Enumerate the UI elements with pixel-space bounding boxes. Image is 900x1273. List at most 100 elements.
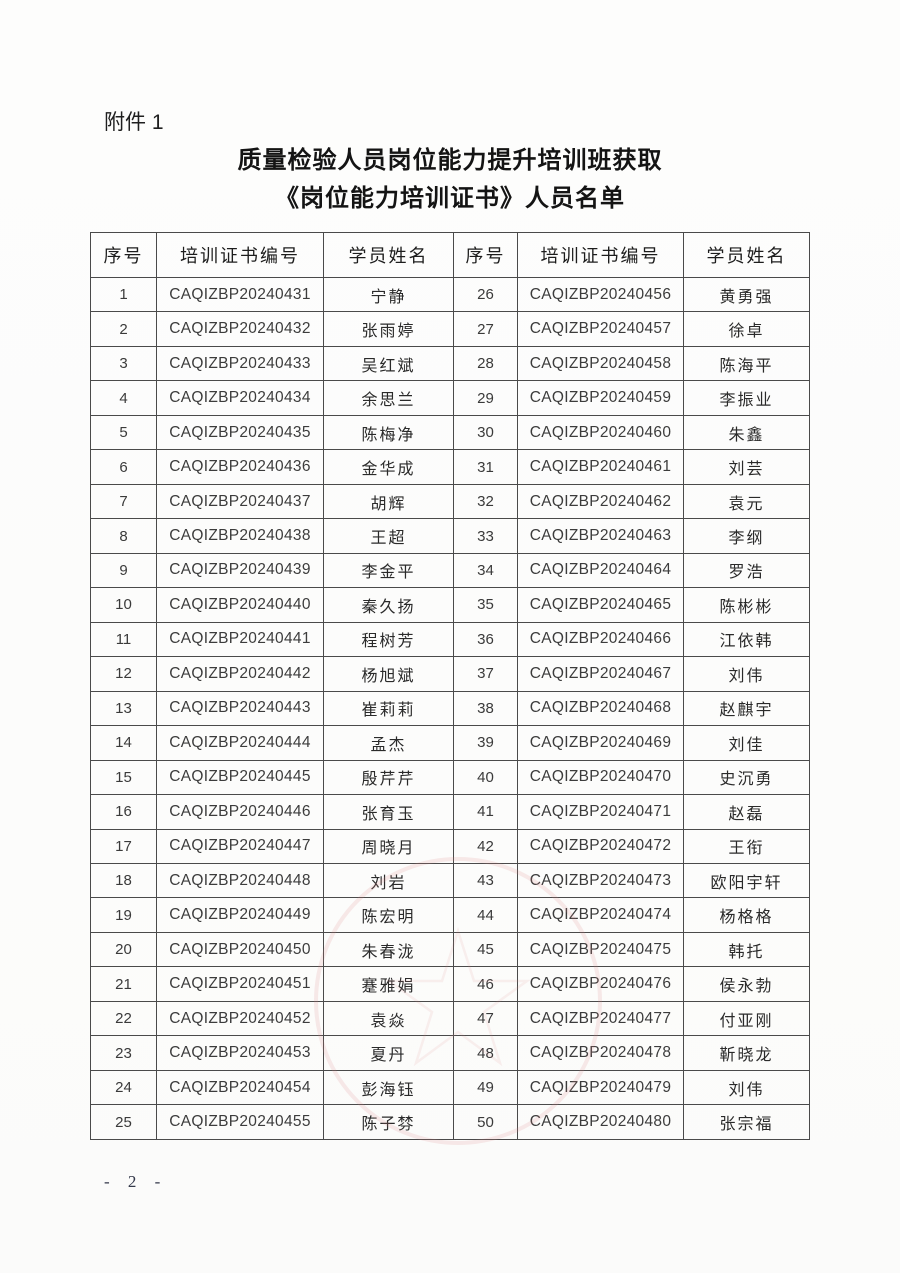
seq-cell-right: 47 [453,1000,518,1037]
cert-cell-right: CAQIZBP20240475 [517,931,684,968]
table-row: 4 CAQIZBP20240434 余思兰 29 CAQIZBP20240459 李振业 [90,380,810,416]
table-row: 8 CAQIZBP20240438 王超 33 CAQIZBP20240463 李纲 [90,518,810,554]
seq-cell-right: 49 [453,1069,518,1106]
name-cell-right: 罗浩 [683,552,810,589]
seq-cell-left: 20 [90,931,157,968]
name-cell-left: 金华成 [323,449,454,485]
name-cell-left: 蹇雅娟 [323,966,454,1002]
cert-cell-left: CAQIZBP20240448 [156,862,324,899]
name-cell-right: 刘伟 [683,1069,810,1106]
seq-cell-left: 14 [90,725,157,761]
cert-cell-right: CAQIZBP20240476 [517,966,684,1002]
name-cell-right: 杨格格 [683,897,810,933]
name-cell-right: 朱鑫 [683,414,810,451]
name-cell-right: 袁元 [683,483,810,520]
name-cell-right: 欧阳宇轩 [683,862,810,899]
cert-cell-left: CAQIZBP20240443 [156,690,324,727]
cert-cell-left: CAQIZBP20240444 [156,725,324,761]
table-row: 6 CAQIZBP20240436 金华成 31 CAQIZBP20240461 刘芸 [90,449,810,485]
seq-cell-left: 19 [90,897,157,933]
seq-cell-left: 24 [90,1069,157,1106]
table-row: 23 CAQIZBP20240453 夏丹 48 CAQIZBP20240478 靳晓龙 [90,1035,810,1071]
cert-cell-right: CAQIZBP20240467 [517,656,684,692]
name-cell-left: 吴红斌 [323,345,454,382]
document-title-line1: 质量检验人员岗位能力提升培训班获取 [237,147,663,174]
seq-cell-left: 2 [90,311,157,347]
seq-cell-right: 45 [453,931,518,968]
seq-cell-right: 44 [453,897,518,933]
name-cell-left: 殷芹芹 [323,759,454,796]
table-row: 24 CAQIZBP20240454 彭海钰 49 CAQIZBP20240479 刘伟 [90,1069,810,1106]
cert-cell-right: CAQIZBP20240473 [517,862,684,899]
header-cert-left: 培训证书编号 [156,232,324,278]
roster-table: 序号 培训证书编号 学员姓名 序号 培训证书编号 学员姓名 1 CAQIZBP20… [90,232,810,1140]
name-cell-right: 付亚刚 [683,1000,810,1037]
name-cell-left: 杨旭斌 [323,656,454,692]
name-cell-right: 李纲 [683,518,810,554]
cert-cell-right: CAQIZBP20240478 [517,1035,684,1071]
cert-cell-right: CAQIZBP20240460 [517,414,684,451]
seq-cell-left: 5 [90,414,157,451]
name-cell-left: 王超 [323,518,454,554]
seq-cell-left: 12 [90,656,157,692]
table-row: 16 CAQIZBP20240446 张育玉 41 CAQIZBP20240471 赵磊 [90,794,810,830]
cert-cell-left: CAQIZBP20240431 [156,276,324,313]
table-row: 14 CAQIZBP20240444 孟杰 39 CAQIZBP20240469 刘佳 [90,725,810,761]
name-cell-right: 张宗福 [683,1104,810,1140]
table-row: 10 CAQIZBP20240440 秦久扬 35 CAQIZBP20240465 陈彬彬 [90,587,810,623]
seq-cell-left: 4 [90,380,157,416]
seq-cell-left: 15 [90,759,157,796]
cert-cell-right: CAQIZBP20240480 [517,1104,684,1140]
name-cell-left: 陈梅净 [323,414,454,451]
name-cell-left: 张雨婷 [323,311,454,347]
cert-cell-right: CAQIZBP20240465 [517,587,684,623]
name-cell-left: 孟杰 [323,725,454,761]
seq-cell-right: 43 [453,862,518,899]
seq-cell-left: 8 [90,518,157,554]
cert-cell-right: CAQIZBP20240477 [517,1000,684,1037]
table-header-row: 序号 培训证书编号 学员姓名 序号 培训证书编号 学员姓名 [90,232,810,278]
seq-cell-right: 38 [453,690,518,727]
table-row: 22 CAQIZBP20240452 袁焱 47 CAQIZBP20240477 付亚刚 [90,1000,810,1037]
name-cell-left: 李金平 [323,552,454,589]
name-cell-left: 周晓月 [323,828,454,864]
cert-cell-left: CAQIZBP20240452 [156,1000,324,1037]
cert-cell-left: CAQIZBP20240438 [156,518,324,554]
name-cell-right: 王衔 [683,828,810,864]
cert-cell-right: CAQIZBP20240456 [517,276,684,313]
name-cell-right: 李振业 [683,380,810,416]
header-cert-right: 培训证书编号 [517,232,684,278]
cert-cell-right: CAQIZBP20240463 [517,518,684,554]
cert-cell-left: CAQIZBP20240450 [156,931,324,968]
seq-cell-right: 48 [453,1035,518,1071]
cert-cell-left: CAQIZBP20240439 [156,552,324,589]
seq-cell-right: 32 [453,483,518,520]
table-row: 19 CAQIZBP20240449 陈宏明 44 CAQIZBP20240474 杨格格 [90,897,810,933]
seq-cell-left: 10 [90,587,157,623]
name-cell-left: 崔莉莉 [323,690,454,727]
name-cell-left: 朱春泷 [323,931,454,968]
seq-cell-left: 13 [90,690,157,727]
cert-cell-right: CAQIZBP20240458 [517,345,684,382]
name-cell-left: 彭海钰 [323,1069,454,1106]
table-row: 13 CAQIZBP20240443 崔莉莉 38 CAQIZBP20240468 赵麒宇 [90,690,810,727]
seq-cell-left: 23 [90,1035,157,1071]
seq-cell-left: 16 [90,794,157,830]
seq-cell-right: 41 [453,794,518,830]
attachment-label: 附件 1 [104,111,164,134]
seq-cell-left: 21 [90,966,157,1002]
name-cell-left: 陈宏明 [323,897,454,933]
table-row: 9 CAQIZBP20240439 李金平 34 CAQIZBP20240464 罗浩 [90,552,810,589]
seq-cell-left: 9 [90,552,157,589]
name-cell-right: 刘佳 [683,725,810,761]
cert-cell-left: CAQIZBP20240454 [156,1069,324,1106]
header-name-left: 学员姓名 [323,232,454,278]
table-row: 2 CAQIZBP20240432 张雨婷 27 CAQIZBP20240457 徐卓 [90,311,810,347]
cert-cell-right: CAQIZBP20240464 [517,552,684,589]
header-name-right: 学员姓名 [683,232,810,278]
seq-cell-left: 3 [90,345,157,382]
seq-cell-right: 31 [453,449,518,485]
header-seq-left: 序号 [90,232,157,278]
table-row: 1 CAQIZBP20240431 宁静 26 CAQIZBP20240456 黄勇强 [90,276,810,313]
